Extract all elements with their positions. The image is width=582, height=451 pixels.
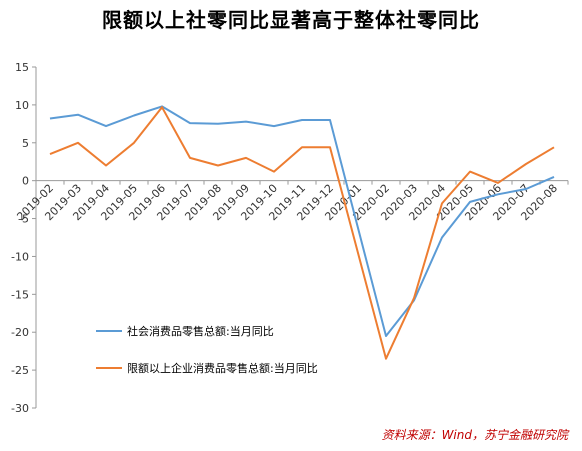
y-tick-label: 0 — [22, 175, 29, 188]
y-tick-label: -30 — [11, 402, 29, 415]
y-tick-label: 5 — [22, 137, 29, 150]
y-tick-label: -5 — [18, 213, 29, 226]
chart-title: 限额以上社零同比显著高于整体社零同比 — [102, 8, 480, 32]
y-tick-label: -10 — [11, 250, 29, 263]
y-tick-label: 10 — [15, 99, 29, 112]
series-line-1 — [49, 105, 555, 337]
series-line-2 — [49, 106, 555, 360]
y-tick-label: -15 — [11, 288, 29, 301]
y-tick-label: -20 — [11, 326, 29, 339]
y-tick-label: 15 — [15, 61, 29, 74]
series-lines — [49, 105, 555, 360]
y-tick-label: -25 — [11, 364, 29, 377]
legend-label-2: 限额以上企业消费品零售总额:当月同比 — [127, 361, 318, 375]
source-note: 资料来源：Wind，苏宁金融研究院 — [381, 428, 568, 442]
legend-label-1: 社会消费品零售总额:当月同比 — [127, 324, 274, 338]
